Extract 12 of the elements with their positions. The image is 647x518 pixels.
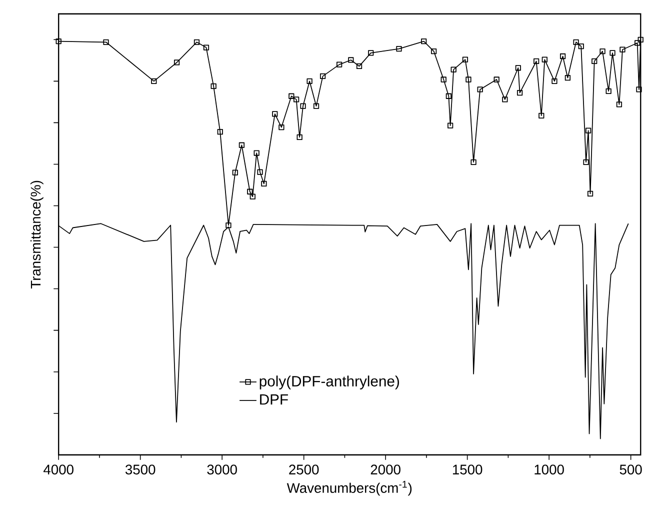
x-tick-label: 2000: [370, 464, 400, 474]
legend-label: DPF: [260, 394, 288, 404]
x-axis-title: Wavenumbers(cm$^{-1}$): [286, 480, 412, 496]
y-axis-title: Transmittance(%): [30, 180, 44, 288]
legend-label: poly(DPF-anthrylene): [260, 375, 399, 390]
x-tick-label: 1000: [534, 464, 564, 474]
x-tick-label: 2500: [289, 464, 319, 474]
x-tick-label: 500: [620, 464, 642, 474]
x-tick-label: 3000: [207, 464, 237, 474]
x-tick-label: 3500: [125, 464, 156, 474]
x-tick-label: 4000: [44, 464, 74, 474]
x-tick-label: 1500: [452, 464, 482, 474]
